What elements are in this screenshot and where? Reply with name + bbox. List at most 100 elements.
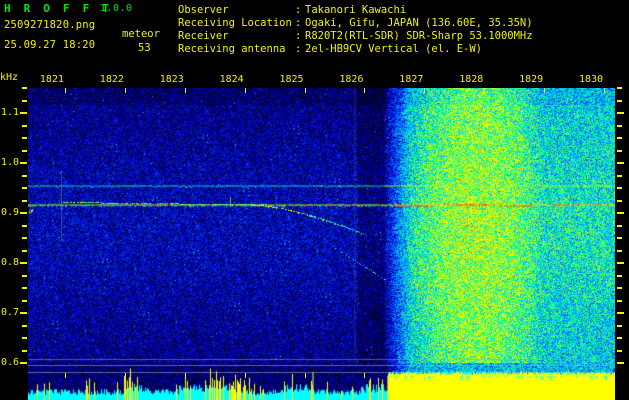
y-tick-major [20, 162, 27, 164]
info-key: Receiving antenna [178, 43, 286, 55]
x-tick-label: 1821 [39, 74, 64, 85]
x-tick-bottom [484, 373, 485, 378]
y-tick-major [20, 112, 27, 114]
y-tick-label: 0.8 [0, 257, 19, 268]
y-tick-minor-right [617, 149, 622, 152]
info-row: Observer: Takanori Kawachi [178, 4, 533, 17]
y-tick-minor [22, 87, 27, 89]
info-sep: : [295, 4, 302, 16]
x-tick [604, 88, 605, 93]
y-tick-minor [22, 174, 27, 177]
x-tick-bottom [305, 373, 306, 378]
y-tick-label: 0.7 [0, 307, 19, 318]
y-tick-minor [22, 199, 27, 202]
y-tick-major-right [617, 212, 624, 214]
y-tick-minor-right [617, 349, 622, 352]
y-tick-minor-right [617, 249, 622, 252]
y-tick-minor-right [617, 274, 622, 277]
y-tick-label: 0.9 [0, 207, 19, 218]
y-tick-minor [22, 237, 27, 239]
y-tick-minor [22, 287, 27, 289]
x-tick [305, 88, 306, 93]
info-row: Receiving Location: Ogaki, Gifu, JAPAN (1… [178, 17, 533, 30]
x-tick [245, 88, 246, 93]
x-tick [65, 88, 66, 93]
y-tick-major-right [617, 162, 624, 164]
x-tick-bottom [185, 373, 186, 378]
x-tick-label: 1829 [519, 74, 544, 85]
y-tick-minor [22, 274, 27, 277]
y-tick-minor-right [617, 324, 622, 327]
y-tick-major-right [617, 262, 624, 264]
y-tick-minor-right [617, 287, 622, 289]
info-value: 2el-HB9CV Vertical (el. E-W) [305, 43, 483, 55]
y-axis-unit-label: kHz [0, 72, 19, 83]
capture-datetime: 25.09.27 18:20 [4, 39, 96, 51]
y-tick-minor [22, 249, 27, 252]
y-tick-minor [22, 299, 27, 302]
x-tick-label: 1824 [219, 74, 244, 85]
x-tick-bottom [604, 373, 605, 378]
y-tick-major-right [617, 362, 624, 364]
y-tick-major [20, 262, 27, 264]
y-tick-minor-right [617, 174, 622, 177]
y-tick-minor [22, 149, 27, 152]
station-info-block: Observer: Takanori Kawachi Receiving Loca… [178, 4, 533, 56]
info-value: Ogaki, Gifu, JAPAN (136.60E, 35.35N) [305, 17, 533, 29]
info-row: Receiver: R820T2(RTL-SDR) SDR-Sharp 53.10… [178, 30, 533, 43]
x-tick [484, 88, 485, 93]
y-tick-minor-right [617, 137, 622, 139]
header-panel: H R O F F T 1.0.0 2509271820.png 25.09.2… [0, 0, 629, 68]
info-row: Receiving antenna:2el-HB9CV Vertical (el… [178, 43, 533, 56]
x-tick [185, 88, 186, 93]
y-tick-minor-right [617, 87, 622, 89]
x-tick-label: 1825 [279, 74, 304, 85]
x-tick-bottom [125, 373, 126, 378]
y-tick-minor [22, 137, 27, 139]
x-tick-label: 1827 [399, 74, 424, 85]
x-tick-bottom [245, 373, 246, 378]
x-tick-label: 1830 [578, 74, 604, 85]
x-tick-bottom [364, 373, 365, 378]
x-tick-label: 1826 [339, 74, 364, 85]
info-sep: : [295, 17, 302, 29]
meteor-count-label: meteor [122, 28, 160, 40]
y-tick-major [20, 312, 27, 314]
y-tick-minor-right [617, 124, 622, 127]
x-tick [424, 88, 425, 93]
info-key: Receiver [178, 30, 229, 42]
y-tick-minor-right [617, 337, 622, 339]
info-key: Receiving Location [178, 17, 292, 29]
amplitude-strip[interactable] [28, 363, 615, 400]
app-title: H R O F F T [4, 2, 113, 15]
x-tick-bottom [544, 373, 545, 378]
y-tick-minor-right [617, 224, 622, 227]
y-tick-major-right [617, 312, 624, 314]
y-tick-minor-right [617, 237, 622, 239]
x-tick-label: 1823 [159, 74, 184, 85]
amplitude-plot-image [28, 363, 615, 400]
spectrogram-canvas[interactable] [28, 88, 615, 363]
y-tick-minor [22, 187, 27, 189]
info-value: Takanori Kawachi [305, 4, 407, 16]
y-tick-minor [22, 324, 27, 327]
app-version: 1.0.0 [100, 3, 133, 14]
y-tick-label: 0.6 [0, 357, 19, 368]
y-tick-minor [22, 337, 27, 339]
y-tick-minor-right [617, 99, 622, 102]
y-tick-label: 1.0 [0, 157, 19, 168]
y-tick-major [20, 212, 27, 214]
y-tick-minor-right [617, 187, 622, 189]
x-tick [544, 88, 545, 93]
x-tick-label: 1828 [459, 74, 484, 85]
info-key: Observer [178, 4, 229, 16]
x-tick-label: 1822 [99, 74, 124, 85]
x-tick-bottom [424, 373, 425, 378]
y-tick-label: 1.1 [0, 107, 19, 118]
capture-filename: 2509271820.png [4, 19, 96, 31]
y-tick-minor [22, 99, 27, 102]
y-tick-major [20, 362, 27, 364]
y-tick-minor [22, 124, 27, 127]
x-tick [364, 88, 365, 93]
